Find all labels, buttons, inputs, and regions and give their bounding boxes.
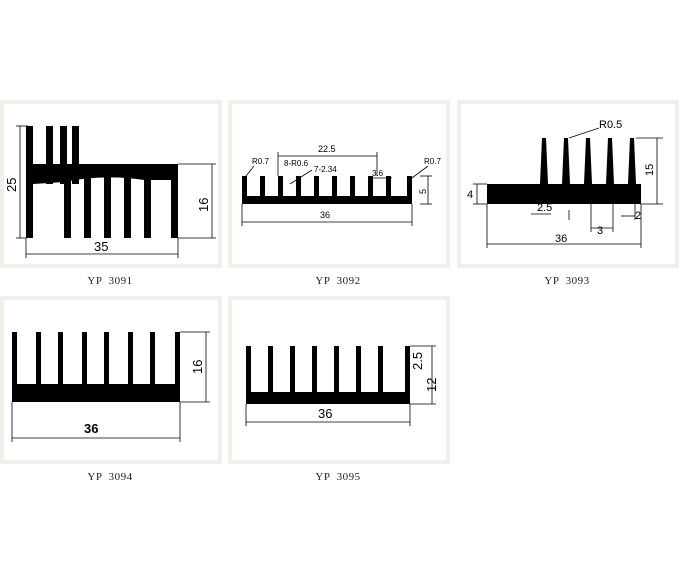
profile-drawing-area: 25 16 35 — [4, 104, 218, 264]
profile-caption-3091: YP 3091 — [40, 275, 180, 287]
heatsink-drawing-3092: 22.5 8-R0.6 7-2.34 R0.7 R0.7 3.6 5 36 — [241, 144, 441, 226]
profile-drawing-area: 22.5 8-R0.6 7-2.34 R0.7 R0.7 3.6 5 36 — [232, 104, 446, 264]
profile-drawing-area: R0.5 15 4 2.5 3 2 — [461, 104, 675, 264]
dim-gap: 3.6 — [372, 169, 384, 178]
dim-pitch: 3 — [597, 225, 603, 237]
dim-height: 15 — [644, 164, 656, 176]
profile-drawing-area: 16 36 — [4, 300, 218, 460]
profile-code: YP 3092 — [315, 275, 361, 287]
dim-r-right: R0.7 — [424, 157, 441, 166]
dim-height-total: 25 — [4, 178, 19, 192]
dim-height: 16 — [190, 360, 205, 374]
heatsink-drawing-3091: 25 16 35 — [4, 125, 216, 258]
dim-width: 36 — [555, 233, 567, 245]
dim-base: 2.5 — [410, 352, 425, 370]
profile-card-3094: 16 36 — [0, 296, 222, 464]
profile-card-3092: 22.5 8-R0.6 7-2.34 R0.7 R0.7 3.6 5 36 — [228, 100, 450, 268]
profile-caption-3094: YP 3094 — [40, 471, 180, 483]
profile-card-3093: R0.5 15 4 2.5 3 2 — [457, 100, 679, 268]
profile-code: YP 3091 — [87, 275, 133, 287]
profile-caption-3092: YP 3092 — [268, 275, 408, 287]
profile-card-3091: 25 16 35 — [0, 100, 222, 268]
dim-width: 36 — [318, 406, 332, 421]
profile-code: YP 3093 — [544, 275, 590, 287]
dim-radius: R0.5 — [599, 119, 622, 131]
heatsink-drawing-3093: R0.5 15 4 2.5 3 2 — [467, 119, 663, 248]
dim-width: 36 — [320, 210, 330, 220]
dim-width: 35 — [94, 239, 108, 254]
heatsink-drawing-3094: 16 36 — [11, 331, 210, 442]
dim-height-right: 16 — [196, 198, 211, 212]
dim-height: 5 — [418, 189, 428, 194]
dim-edge: 2.5 — [537, 202, 552, 214]
profile-card-3095: 2.5 12 36 — [228, 296, 450, 464]
profile-code: YP 3095 — [315, 471, 361, 483]
profile-caption-3093: YP 3093 — [497, 275, 637, 287]
profile-caption-3095: YP 3095 — [268, 471, 408, 483]
dim-r-left: R0.7 — [252, 157, 269, 166]
dim-fin-radius: 8-R0.6 — [284, 159, 309, 168]
dim-fin-spec: 7-2.34 — [314, 165, 337, 174]
dim-span: 22.5 — [318, 144, 336, 154]
dim-base: 4 — [467, 189, 473, 201]
dim-fin: 2 — [635, 210, 641, 222]
profile-drawing-area: 2.5 12 36 — [232, 300, 446, 460]
dim-height: 12 — [424, 378, 439, 392]
heatsink-drawing-3095: 2.5 12 36 — [245, 345, 439, 426]
dim-width: 36 — [84, 421, 98, 436]
profile-code: YP 3094 — [87, 471, 133, 483]
